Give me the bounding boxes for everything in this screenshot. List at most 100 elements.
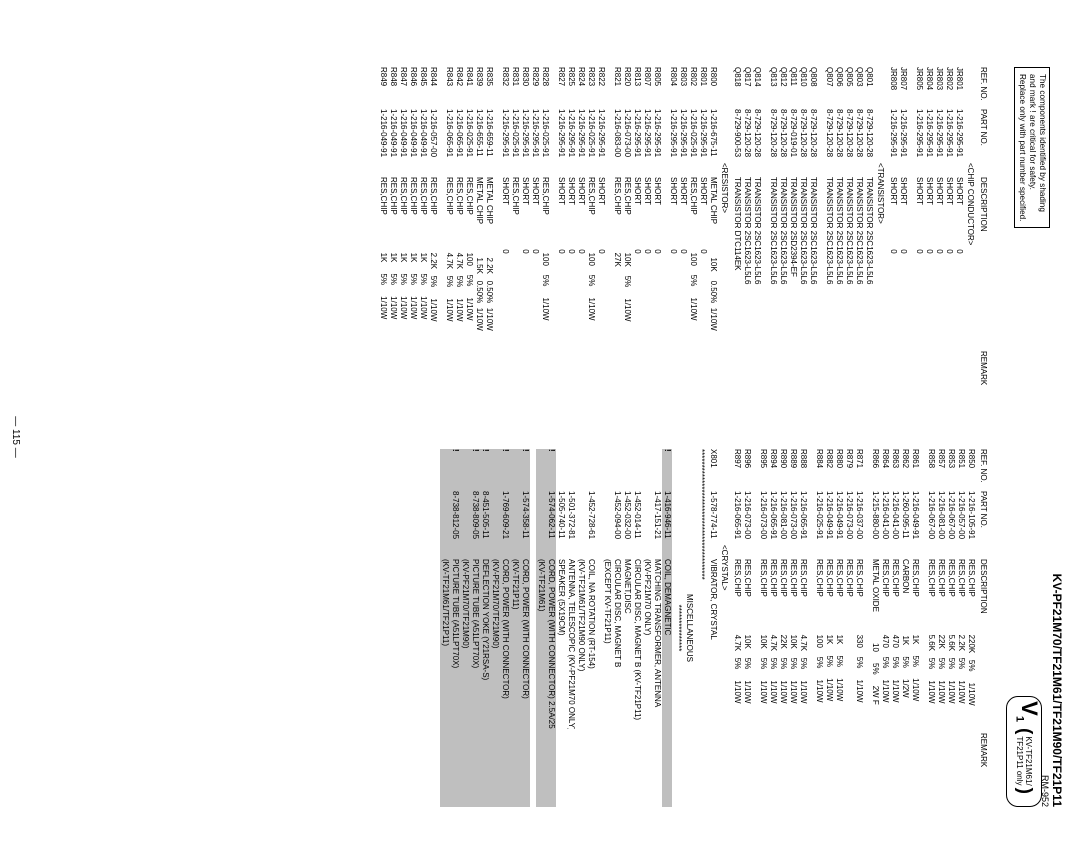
ref-no: R805 [652, 67, 662, 86]
part-no: 8-729-120-28 [824, 109, 834, 173]
part-no: 1-216-057-00 [428, 109, 438, 173]
part-no: 1-216-041-00 [890, 491, 900, 555]
table-row: !1-416-946-11COIL, DEMAGNETIC [662, 449, 672, 807]
description: TRANSISTOR 2SC1623-L5L6 [768, 177, 778, 347]
page-root: The components identified by shading and… [0, 23, 1080, 851]
description: RES,CHIP 10K 5% 1/10W [758, 559, 768, 729]
table-row: (KV-TF21P11) [510, 449, 520, 807]
ref-no: R800 [708, 67, 718, 86]
part-no: 8-729-120-28 [864, 109, 874, 173]
ref-no: R895 [758, 449, 768, 468]
description: SPEAKER (5X19CM) [556, 559, 566, 729]
part-no: 8-729-120-28 [752, 109, 762, 173]
table-row: R8881-216-065-91RES,CHIP 4.7K 5% 1/10W [798, 449, 808, 807]
part-no [440, 491, 450, 555]
table-row: 1-452-094-00CIRCULAR DISC, MAGNET B [612, 449, 622, 807]
description: RES,CHIP 100 5% 1/10W [586, 177, 596, 347]
ref-no: R897 [732, 449, 742, 468]
description: RES,CHIP 1K 5% 1/10W [398, 177, 408, 347]
part-no: 1-216-295-91 [898, 109, 908, 173]
ref-no: R802 [688, 67, 698, 86]
ref-no: R861 [910, 449, 920, 468]
table-row: R8621-260-095-11CARBON 1K 5% 1/2W [900, 449, 910, 807]
description: RES,CHIP 100 5% 1/10W [540, 177, 550, 347]
ref-no: R894 [768, 449, 778, 468]
table-row: R8311-216-025-91RES,CHIP [510, 67, 520, 425]
part-no: 1-216-295-91 [914, 109, 924, 173]
table-row: JR8031-216-295-91SHORT 0 [934, 67, 944, 425]
table-row: !1-574-358-11CORD, POWER (WITH CONNECTOR… [520, 449, 530, 807]
description: SHORT 0 [556, 177, 566, 347]
hdr-part: PART NO. [978, 491, 988, 555]
ref-no: R827 [556, 67, 566, 86]
part-no: 1-216-025-91 [688, 109, 698, 173]
part-no: 1-216-065-91 [454, 109, 464, 173]
caution-icon: ! [470, 449, 480, 463]
table-row: R8041-216-295-91SHORT 0 [668, 67, 678, 425]
part-no: 1-452-014-11 [632, 491, 642, 555]
table-row: Q8038-729-120-28TRANSISTOR 2SC1623-L5L6 [854, 67, 864, 425]
part-no: 8-729-900-53 [732, 109, 742, 173]
columns: REF. NO. PART NO. DESCRIPTION REMARK <CH… [30, 67, 988, 807]
description: TRANSISTOR 2SC1623-L5L6 [742, 177, 752, 347]
part-no: 1-216-067-00 [926, 491, 936, 555]
description: (EXCEPT KV-TF21P11) [602, 559, 612, 729]
description: RES,CHIP [844, 559, 854, 729]
ref-no: R830 [520, 67, 530, 86]
caution-icon: ! [520, 449, 530, 463]
description: CORD, POWER (WITH CONNECTOR) [520, 559, 530, 729]
table-row: R8301-216-295-91SHORT 0 [520, 67, 530, 425]
ref-no: Q807 [824, 67, 834, 87]
description: METAL CHIP 10K 0.50% 1/10W [708, 177, 718, 347]
part-no: 1-216-037-00 [854, 491, 864, 555]
part-no: 1-417-151-21 [652, 491, 662, 555]
ref-no: Q811 [788, 67, 798, 86]
table-row: R8321-216-295-91SHORT 0 [500, 67, 510, 425]
description: SHORT 0 [500, 177, 510, 347]
table-row: R8961-216-073-00RES,CHIP 10K 5% 1/10W [742, 449, 752, 807]
part-no: 1-505-740-11 [556, 491, 566, 555]
table-row: R8011-216-295-91SHORT 0 [698, 67, 708, 425]
description: RES,CHIP 10K 5% 1/10W [622, 177, 632, 347]
ref-no: R821 [612, 67, 622, 86]
table-row: R8471-216-049-91RES,CHIP 1K 5% 1/10W [398, 67, 408, 425]
table-row: (EXCEPT KV-TF21P11) [602, 449, 612, 807]
part-no: 1-416-946-11 [662, 491, 672, 555]
hdr-ref: REF. NO. [978, 449, 988, 487]
part-no: 1-216-295-91 [596, 109, 606, 173]
part-no: 1-216-049-91 [408, 109, 418, 173]
table-row: 1-452-728-61COIL, NA ROTATION (RT-154) [586, 449, 596, 807]
table-row: Q8018-729-120-28TRANSISTOR 2SC1623-L5L6 [864, 67, 874, 425]
table-row: !1-769-609-21CORD, POWER (WITH CONNECTOR… [500, 449, 510, 807]
description: TRANSISTOR 2SD2394-EF [788, 177, 798, 347]
table-row: R8611-216-049-91RES,CHIP 1K 5% 1/10W [910, 449, 920, 807]
table-row: 1-417-151-21MATCHING TRANSFORMER, ANTENN… [652, 449, 662, 807]
table-row: R8351-216-659-11METAL CHIP 2.2K 0.50% 1/… [484, 67, 494, 425]
part-no: 1-216-295-91 [698, 109, 708, 173]
ref-no: R841 [464, 67, 474, 86]
part-no: 1-216-049-91 [418, 109, 428, 173]
table-row: R8631-216-041-00RES,CHIP 470 5% 1/10W [890, 449, 900, 807]
description: SHORT 0 [888, 177, 898, 347]
part-no: 1-216-065-91 [444, 109, 454, 173]
table-row: R8511-216-057-00RES,CHIP 2.2K 5% 1/10W [956, 449, 966, 807]
ref-no: R890 [778, 449, 788, 468]
safety-l3: Replace only with part number specified. [1018, 74, 1027, 221]
table-row: 1-505-740-11 SPEAKER (5X19CM) [556, 449, 566, 807]
table-row: R8841-216-025-91RES,CHIP 100 5% 1/10W [814, 449, 824, 807]
ref-no: R866 [870, 449, 880, 468]
description: CARBON 1K 5% 1/2W [900, 559, 910, 729]
description: METAL CHIP 2.2K 0.50% 1/10W [484, 177, 494, 347]
ref-no: Q801 [864, 67, 874, 87]
table-row: 1-452-014-11CIRCULAR DISC, MAGNET B (KV-… [632, 449, 642, 807]
description: SHORT 0 [944, 177, 954, 347]
ref-no: R848 [388, 67, 398, 86]
description: CIRCULAR DISC, MAGNET B [612, 559, 622, 729]
description: (KV-PF21M70/TF21M90) [460, 559, 470, 729]
hdr-desc: DESCRIPTION [978, 177, 988, 347]
table-row: R8001-216-675-11METAL CHIP 10K 0.50% 1/1… [708, 67, 718, 425]
part-no: 1-216-081-00 [936, 491, 946, 555]
caution-icon: ! [500, 449, 510, 463]
part-no: 8-729-120-28 [854, 109, 864, 173]
table-row: Q8188-729-900-53TRANSISTOR DTC114EK [732, 67, 742, 425]
